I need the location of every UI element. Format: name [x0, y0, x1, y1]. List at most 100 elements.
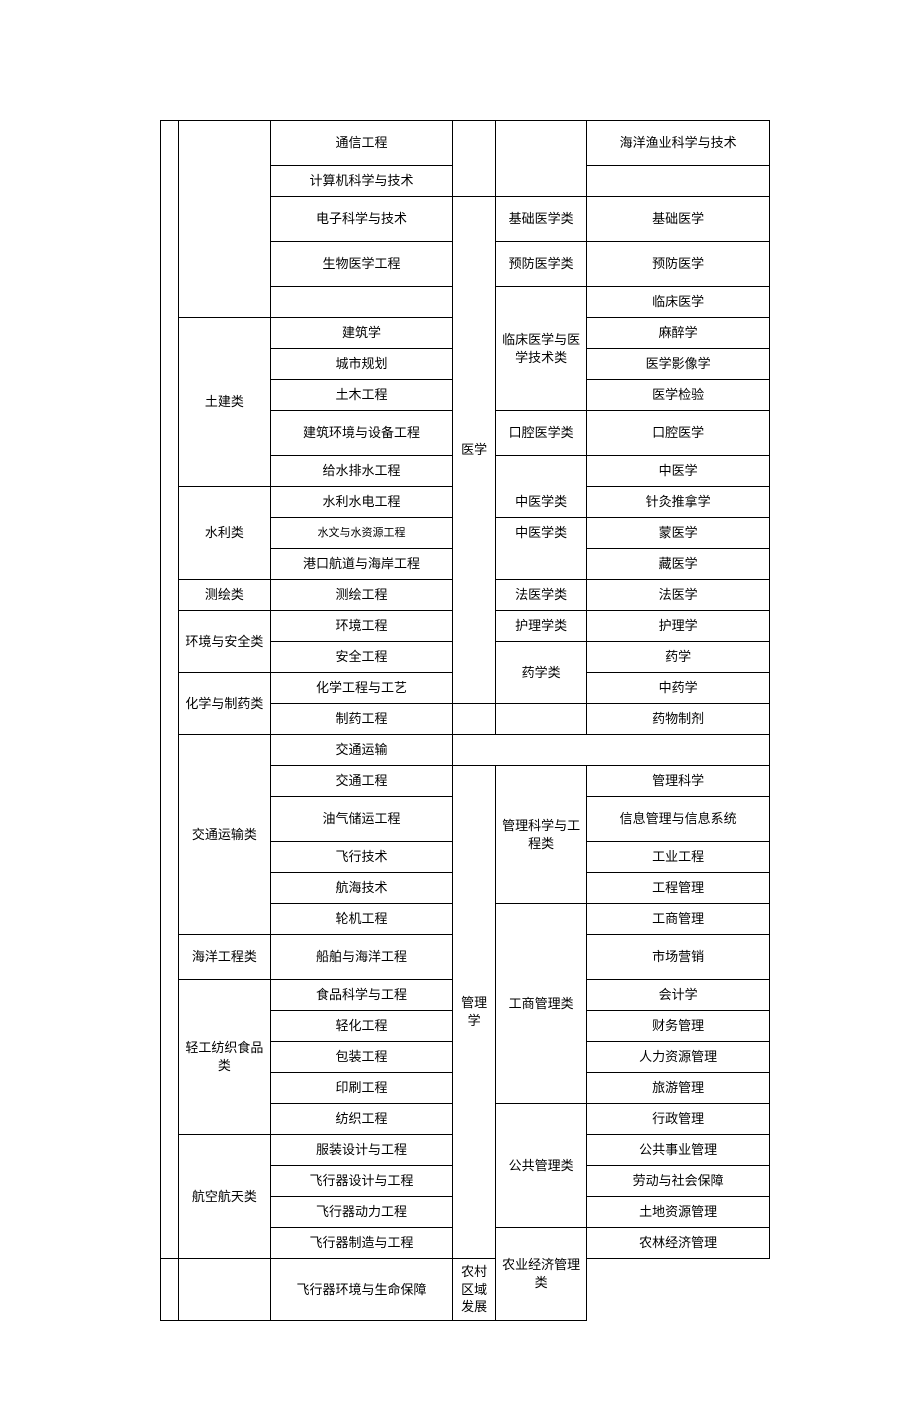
cat: 农业经济管理类	[495, 1228, 586, 1321]
bigcat: 医学	[453, 197, 496, 704]
cell: 生物医学工程	[270, 242, 453, 287]
cell: 飞行器环境与生命保障	[270, 1259, 453, 1321]
cat: 临床医学与医学技术类	[495, 287, 586, 411]
cell: 公共事业管理	[587, 1135, 770, 1166]
cell: 临床医学	[587, 287, 770, 318]
right-blank-row2	[587, 166, 770, 197]
cell: 港口航道与海岸工程	[270, 549, 453, 580]
cell: 药学	[587, 642, 770, 673]
cat: 护理学类	[495, 611, 586, 642]
blank-r18-c5	[495, 704, 586, 735]
cat: 工商管理类	[495, 904, 586, 1104]
cat: 测绘类	[179, 580, 270, 611]
right-top-blank-col4	[453, 121, 496, 197]
cat: 基础医学类	[495, 197, 586, 242]
cell: 农林经济管理	[587, 1228, 770, 1259]
cell: 医学检验	[587, 380, 770, 411]
cell: 环境工程	[270, 611, 453, 642]
cell: 水利水电工程	[270, 487, 453, 518]
cell: 建筑环境与设备工程	[270, 411, 453, 456]
cat: 预防医学类	[495, 242, 586, 287]
cell: 交通运输	[270, 735, 453, 766]
cell: 水文与水资源工程	[270, 518, 453, 549]
blank-r18-c4	[453, 704, 496, 735]
cell: 麻醉学	[587, 318, 770, 349]
cell: 包装工程	[270, 1042, 453, 1073]
cell: 工程管理	[587, 873, 770, 904]
cell: 化学工程与工艺	[270, 673, 453, 704]
left-stub	[161, 121, 179, 1259]
cell: 旅游管理	[587, 1073, 770, 1104]
left-stub-35	[161, 1259, 179, 1321]
cat: 环境与安全类	[179, 611, 270, 673]
cat: 法医学类	[495, 580, 586, 611]
cell: 飞行技术	[270, 842, 453, 873]
cat: 药学类	[495, 642, 586, 704]
bigcat: 管理学	[453, 766, 496, 1259]
cell: 交通工程	[270, 766, 453, 797]
cell: 中药学	[587, 673, 770, 704]
cell: 轮机工程	[270, 904, 453, 935]
cell: 油气储运工程	[270, 797, 453, 842]
cell: 工业工程	[587, 842, 770, 873]
cell: 食品科学与工程	[270, 980, 453, 1011]
cat: 轻工纺织食品类	[179, 980, 270, 1135]
cell: 管理科学	[587, 766, 770, 797]
majors-table: 通信工程 海洋渔业科学与技术 计算机科学与技术 电子科学与技术 医学 基础医学类…	[160, 120, 770, 1321]
cell: 工商管理	[587, 904, 770, 935]
cat: 交通运输类	[179, 735, 270, 935]
cat: 航空航天类	[179, 1135, 270, 1259]
left-cat-continued	[179, 121, 270, 318]
cell: 行政管理	[587, 1104, 770, 1135]
cell: 基础医学	[587, 197, 770, 242]
cell: 人力资源管理	[587, 1042, 770, 1073]
blank-r19	[453, 735, 770, 766]
right-top-blank-col5	[495, 121, 586, 197]
cell: 给水排水工程	[270, 456, 453, 487]
cell: 土地资源管理	[587, 1197, 770, 1228]
cell: 纺织工程	[270, 1104, 453, 1135]
cat: 海洋工程类	[179, 935, 270, 980]
cell: 安全工程	[270, 642, 453, 673]
cell: 针灸推拿学	[587, 487, 770, 518]
left-cat-35	[179, 1259, 270, 1321]
cell: 飞行器设计与工程	[270, 1166, 453, 1197]
cell: 航海技术	[270, 873, 453, 904]
cell: 飞行器动力工程	[270, 1197, 453, 1228]
cell: 服装设计与工程	[270, 1135, 453, 1166]
cell: 信息管理与信息系统	[587, 797, 770, 842]
cat-zhongyi-merge: 中医学类 中医学类	[495, 456, 586, 580]
cell: 劳动与社会保障	[587, 1166, 770, 1197]
cell: 制药工程	[270, 704, 453, 735]
cell: 轻化工程	[270, 1011, 453, 1042]
cell: 护理学	[587, 611, 770, 642]
cell: 土木工程	[270, 380, 453, 411]
cell: 中医学	[587, 456, 770, 487]
cat: 管理科学与工程类	[495, 766, 586, 904]
cell: 印刷工程	[270, 1073, 453, 1104]
cell: 口腔医学	[587, 411, 770, 456]
cat: 口腔医学类	[495, 411, 586, 456]
cell: 药物制剂	[587, 704, 770, 735]
cell: 市场营销	[587, 935, 770, 980]
cell: 法医学	[587, 580, 770, 611]
cell: 建筑学	[270, 318, 453, 349]
cell: 计算机科学与技术	[270, 166, 453, 197]
cell: 财务管理	[587, 1011, 770, 1042]
cell: 藏医学	[587, 549, 770, 580]
cat: 水利类	[179, 487, 270, 580]
cell: 城市规划	[270, 349, 453, 380]
cell: 会计学	[587, 980, 770, 1011]
cell: 海洋渔业科学与技术	[587, 121, 770, 166]
cell: 通信工程	[270, 121, 453, 166]
cell: 农村区域发展	[453, 1259, 496, 1321]
cell: 电子科学与技术	[270, 197, 453, 242]
cell: 船舶与海洋工程	[270, 935, 453, 980]
left-blank-row5	[270, 287, 453, 318]
cell: 蒙医学	[587, 518, 770, 549]
cell: 医学影像学	[587, 349, 770, 380]
cell: 预防医学	[587, 242, 770, 287]
cat: 土建类	[179, 318, 270, 487]
cell: 飞行器制造与工程	[270, 1228, 453, 1259]
cat: 化学与制药类	[179, 673, 270, 735]
